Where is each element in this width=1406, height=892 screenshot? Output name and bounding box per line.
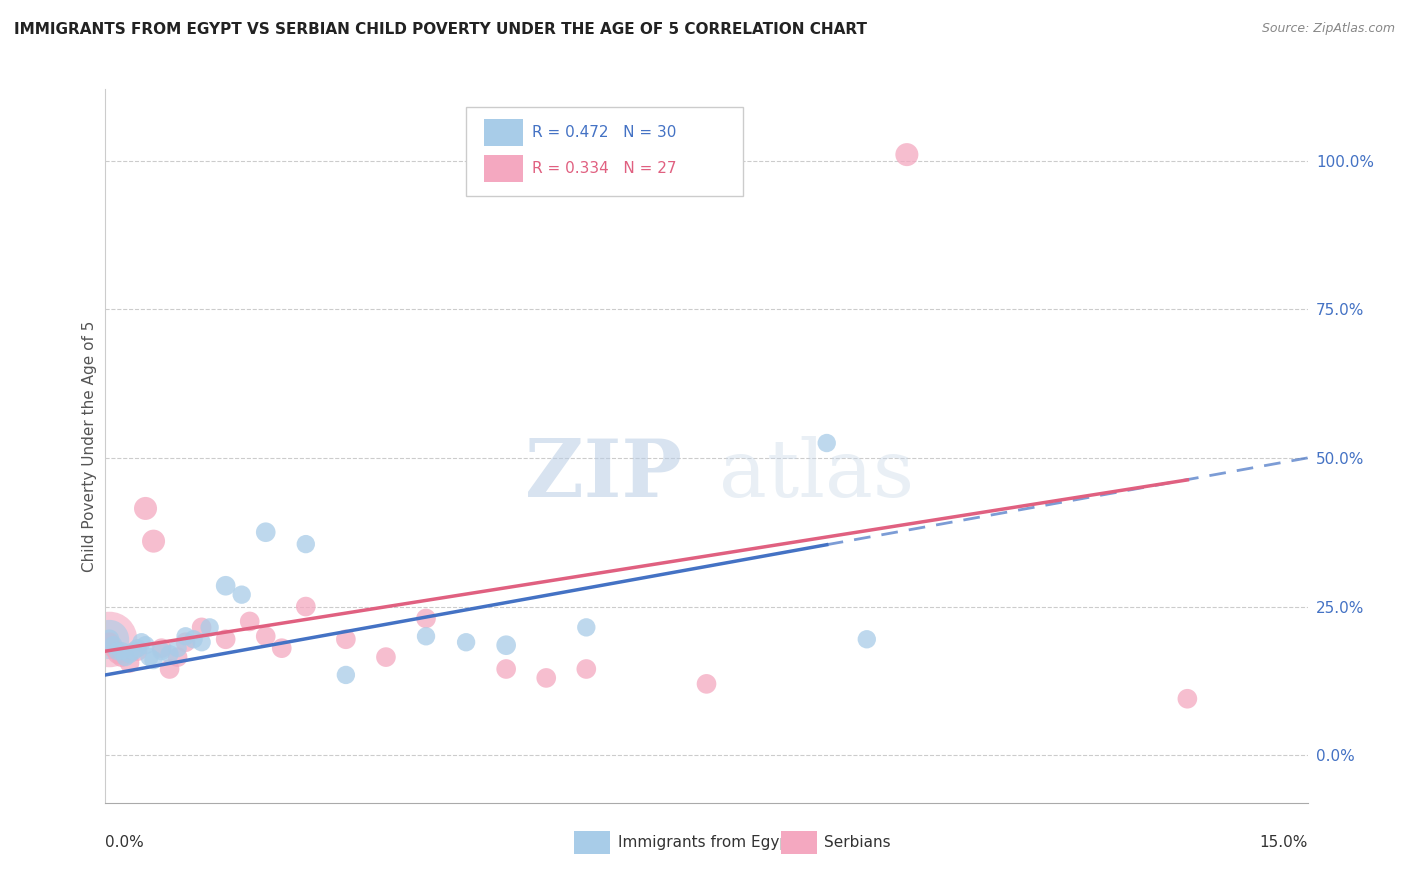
Point xyxy=(127,641,149,656)
Text: R = 0.334   N = 27: R = 0.334 N = 27 xyxy=(533,161,676,176)
Point xyxy=(131,635,153,649)
Point xyxy=(495,638,517,652)
Point xyxy=(110,644,132,658)
Point xyxy=(107,647,129,661)
Point xyxy=(198,620,221,634)
Point xyxy=(103,641,125,656)
Point xyxy=(159,647,181,661)
Point xyxy=(190,620,212,634)
Point xyxy=(254,525,277,540)
Point xyxy=(166,650,188,665)
Text: atlas: atlas xyxy=(718,435,914,514)
Text: Source: ZipAtlas.com: Source: ZipAtlas.com xyxy=(1261,22,1395,36)
Point xyxy=(150,644,173,658)
Point xyxy=(575,662,598,676)
Point xyxy=(374,650,398,665)
Point xyxy=(135,501,157,516)
Point xyxy=(335,632,357,647)
Point xyxy=(855,632,877,647)
Point xyxy=(495,662,517,676)
Point xyxy=(190,635,212,649)
Point xyxy=(118,656,141,670)
Point xyxy=(295,537,318,551)
Point xyxy=(174,629,197,643)
Point xyxy=(98,632,121,647)
Point xyxy=(214,579,236,593)
Text: ZIP: ZIP xyxy=(526,435,682,514)
Point xyxy=(183,632,205,647)
Text: Immigrants from Egypt: Immigrants from Egypt xyxy=(617,835,794,850)
Bar xyxy=(484,155,523,182)
Text: IMMIGRANTS FROM EGYPT VS SERBIAN CHILD POVERTY UNDER THE AGE OF 5 CORRELATION CH: IMMIGRANTS FROM EGYPT VS SERBIAN CHILD P… xyxy=(14,22,868,37)
Point xyxy=(98,635,121,649)
Bar xyxy=(782,831,817,855)
Point xyxy=(335,668,357,682)
Point xyxy=(295,599,318,614)
Point xyxy=(174,635,197,649)
Point xyxy=(415,611,437,625)
Point xyxy=(1177,691,1199,706)
Point xyxy=(454,635,477,649)
Point xyxy=(135,638,157,652)
Point xyxy=(254,629,277,643)
Point xyxy=(575,620,598,634)
Point xyxy=(896,147,918,161)
Point xyxy=(231,588,253,602)
Point xyxy=(110,650,132,665)
Point xyxy=(122,644,145,658)
Text: Serbians: Serbians xyxy=(824,835,891,850)
Bar xyxy=(574,831,610,855)
Point xyxy=(98,632,121,647)
Text: 15.0%: 15.0% xyxy=(1260,836,1308,850)
Point xyxy=(103,638,125,652)
Point xyxy=(142,653,165,667)
Point xyxy=(534,671,557,685)
Point xyxy=(815,436,838,450)
Point xyxy=(159,662,181,676)
Point xyxy=(214,632,236,647)
Point xyxy=(127,644,149,658)
Point xyxy=(150,641,173,656)
Point xyxy=(166,641,188,656)
Point xyxy=(415,629,437,643)
FancyBboxPatch shape xyxy=(465,107,742,196)
Point xyxy=(270,641,292,656)
Point xyxy=(696,677,718,691)
Point xyxy=(239,615,262,629)
Point xyxy=(114,650,136,665)
Point xyxy=(142,534,165,549)
Point xyxy=(107,644,129,658)
Y-axis label: Child Poverty Under the Age of 5: Child Poverty Under the Age of 5 xyxy=(82,320,97,572)
Text: R = 0.472   N = 30: R = 0.472 N = 30 xyxy=(533,125,676,140)
Text: 0.0%: 0.0% xyxy=(105,836,145,850)
Point xyxy=(98,632,121,647)
Point xyxy=(118,647,141,661)
Bar xyxy=(484,120,523,146)
Point xyxy=(138,650,160,665)
